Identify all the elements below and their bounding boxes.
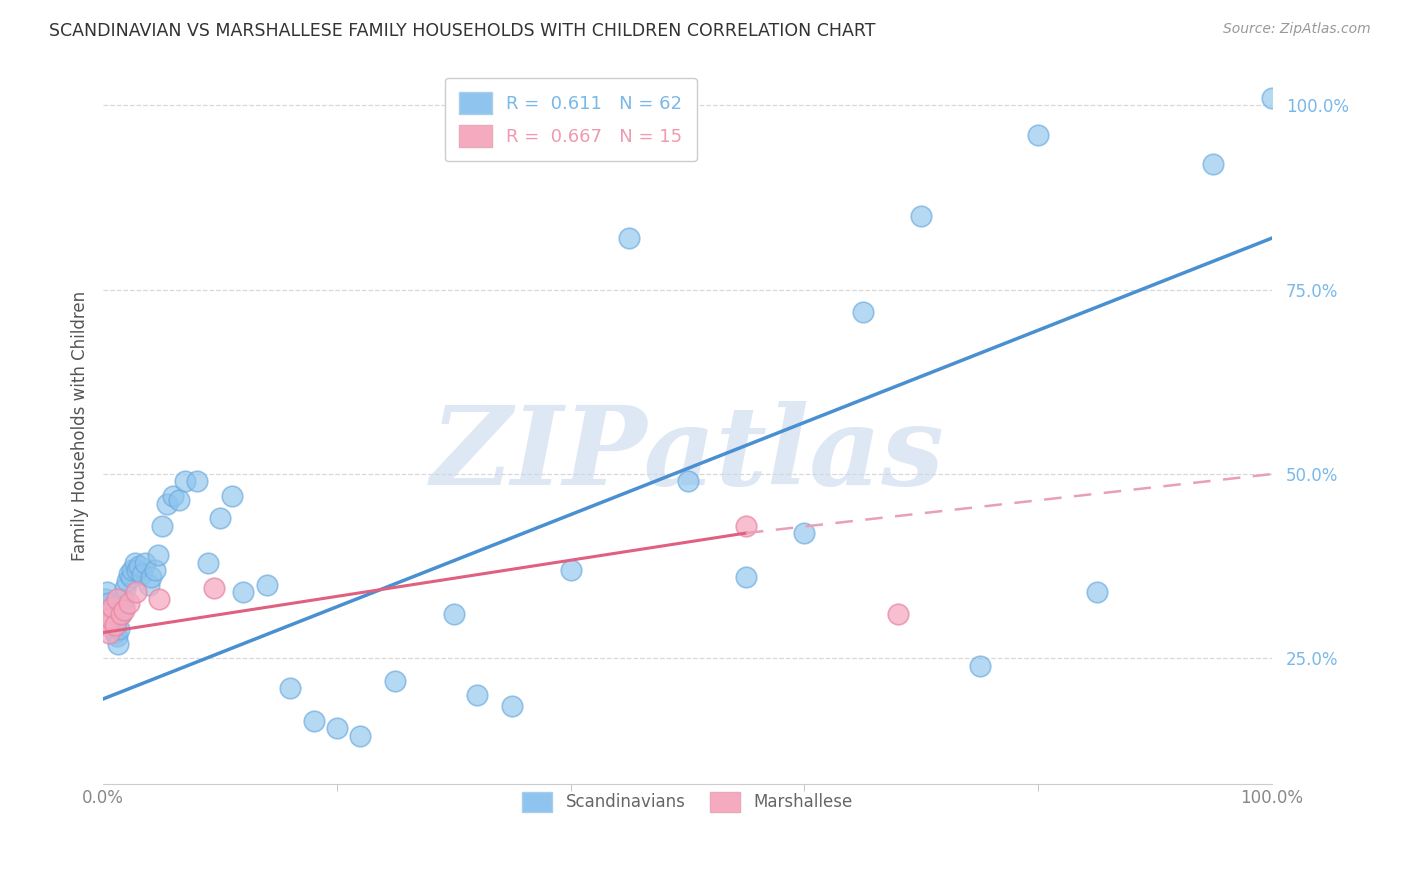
- Point: [676, 475, 699, 489]
- Point: [97, 596, 120, 610]
- Point: [98, 611, 121, 625]
- Point: [120, 570, 142, 584]
- Y-axis label: Family Households with Children: Family Households with Children: [72, 291, 89, 561]
- Point: [128, 559, 150, 574]
- Point: [174, 475, 197, 489]
- Point: [162, 489, 184, 503]
- Point: [108, 622, 131, 636]
- Point: [617, 231, 640, 245]
- Point: [202, 582, 225, 596]
- Point: [349, 729, 371, 743]
- Point: [560, 563, 582, 577]
- Point: [326, 722, 349, 736]
- Point: [887, 607, 910, 622]
- Point: [302, 714, 325, 728]
- Point: [118, 566, 141, 581]
- Point: [101, 599, 124, 614]
- Point: [100, 607, 122, 622]
- Point: [96, 585, 118, 599]
- Point: [114, 582, 136, 596]
- Point: [104, 618, 127, 632]
- Point: [443, 607, 465, 622]
- Point: [118, 596, 141, 610]
- Point: [852, 305, 875, 319]
- Point: [232, 585, 254, 599]
- Point: [138, 577, 160, 591]
- Point: [110, 607, 132, 622]
- Point: [105, 629, 128, 643]
- Point: [501, 699, 523, 714]
- Point: [110, 607, 132, 622]
- Point: [111, 596, 134, 610]
- Point: [115, 574, 138, 588]
- Point: [735, 518, 758, 533]
- Point: [131, 566, 153, 581]
- Point: [910, 209, 932, 223]
- Point: [278, 681, 301, 695]
- Text: SCANDINAVIAN VS MARSHALLESE FAMILY HOUSEHOLDS WITH CHILDREN CORRELATION CHART: SCANDINAVIAN VS MARSHALLESE FAMILY HOUSE…: [49, 22, 876, 40]
- Point: [384, 673, 406, 688]
- Point: [793, 526, 815, 541]
- Point: [98, 603, 121, 617]
- Point: [735, 570, 758, 584]
- Text: Source: ZipAtlas.com: Source: ZipAtlas.com: [1223, 22, 1371, 37]
- Point: [143, 563, 166, 577]
- Point: [256, 577, 278, 591]
- Point: [94, 607, 117, 622]
- Point: [148, 592, 170, 607]
- Point: [186, 475, 208, 489]
- Point: [197, 556, 219, 570]
- Legend: Scandinavians, Marshallese: Scandinavians, Marshallese: [509, 779, 866, 825]
- Point: [112, 603, 135, 617]
- Point: [221, 489, 243, 503]
- Point: [111, 592, 134, 607]
- Point: [125, 585, 148, 599]
- Point: [134, 556, 156, 570]
- Point: [105, 592, 128, 607]
- Point: [465, 688, 488, 702]
- Point: [146, 548, 169, 562]
- Point: [112, 599, 135, 614]
- Point: [156, 497, 179, 511]
- Text: ZIPatlas: ZIPatlas: [430, 401, 945, 508]
- Point: [94, 592, 117, 607]
- Point: [107, 637, 129, 651]
- Point: [969, 658, 991, 673]
- Point: [96, 618, 118, 632]
- Point: [104, 625, 127, 640]
- Point: [167, 492, 190, 507]
- Point: [103, 618, 125, 632]
- Point: [98, 625, 121, 640]
- Point: [101, 615, 124, 629]
- Point: [98, 611, 121, 625]
- Point: [125, 563, 148, 577]
- Point: [1261, 91, 1284, 105]
- Point: [1085, 585, 1108, 599]
- Point: [1026, 128, 1049, 142]
- Point: [121, 563, 143, 577]
- Point: [139, 570, 162, 584]
- Point: [1202, 157, 1225, 171]
- Point: [124, 556, 146, 570]
- Point: [104, 618, 127, 632]
- Point: [208, 511, 231, 525]
- Point: [150, 518, 173, 533]
